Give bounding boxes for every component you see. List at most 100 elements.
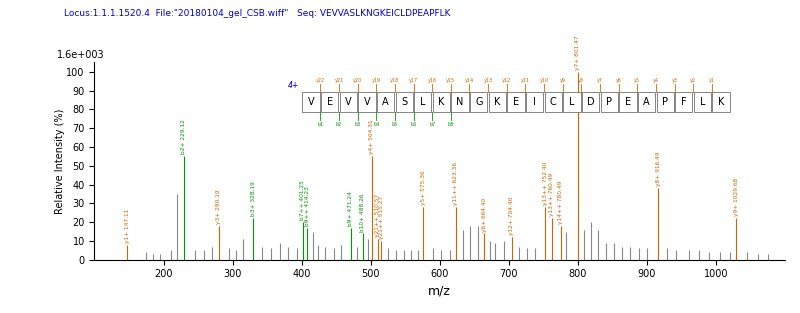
FancyBboxPatch shape <box>657 92 674 112</box>
Text: A: A <box>382 97 389 107</box>
Text: P: P <box>662 97 668 107</box>
Text: b3: b3 <box>354 121 361 126</box>
Text: A: A <box>643 97 650 107</box>
Text: y9: y9 <box>560 78 566 83</box>
Text: b9++ 414.23: b9++ 414.23 <box>305 186 310 226</box>
Text: y3: y3 <box>671 78 678 83</box>
Text: y14++ 780.49: y14++ 780.49 <box>558 181 563 224</box>
Text: y4: y4 <box>653 78 659 83</box>
Text: b1: b1 <box>317 121 323 126</box>
Text: y19: y19 <box>372 78 381 83</box>
Text: E: E <box>513 97 519 107</box>
FancyBboxPatch shape <box>414 92 431 112</box>
FancyBboxPatch shape <box>358 92 375 112</box>
Text: y18: y18 <box>390 78 399 83</box>
Y-axis label: Relative Intensity (%): Relative Intensity (%) <box>55 108 65 214</box>
Text: y7: y7 <box>597 78 603 83</box>
Text: y8: y8 <box>578 78 584 83</box>
X-axis label: m/z: m/z <box>428 285 451 298</box>
Text: y16: y16 <box>427 78 437 83</box>
FancyBboxPatch shape <box>302 92 319 112</box>
Text: C: C <box>550 97 557 107</box>
Text: L: L <box>700 97 706 107</box>
Text: b9+ 471.24: b9+ 471.24 <box>348 191 354 226</box>
Text: b10+ 488.26: b10+ 488.26 <box>360 193 365 232</box>
FancyBboxPatch shape <box>675 92 693 112</box>
Text: y6+ 664.40: y6+ 664.40 <box>482 197 486 232</box>
Text: y15: y15 <box>446 78 455 83</box>
Text: y13++ 752.40: y13++ 752.40 <box>542 162 547 205</box>
FancyBboxPatch shape <box>582 92 599 112</box>
Text: y21++ 510.57: y21++ 510.57 <box>375 194 380 237</box>
Text: y1: y1 <box>709 78 715 83</box>
Text: b2+ 229.12: b2+ 229.12 <box>181 120 186 154</box>
Text: K: K <box>494 97 501 107</box>
FancyBboxPatch shape <box>638 92 655 112</box>
Text: y13++ 760.49: y13++ 760.49 <box>550 173 554 217</box>
FancyBboxPatch shape <box>395 92 413 112</box>
Text: K: K <box>718 97 724 107</box>
Text: E: E <box>326 97 333 107</box>
FancyBboxPatch shape <box>470 92 487 112</box>
Text: y22: y22 <box>316 78 325 83</box>
Text: y2: y2 <box>690 78 696 83</box>
FancyBboxPatch shape <box>694 92 711 112</box>
Text: b3+ 328.19: b3+ 328.19 <box>251 182 256 217</box>
Text: y5: y5 <box>634 78 640 83</box>
Text: b7++ 401.25: b7++ 401.25 <box>300 180 305 220</box>
Text: b6: b6 <box>410 121 417 126</box>
Text: D: D <box>587 97 594 107</box>
FancyBboxPatch shape <box>433 92 450 112</box>
Text: y11++ 623.36: y11++ 623.36 <box>454 162 458 205</box>
FancyBboxPatch shape <box>340 92 357 112</box>
Text: b2: b2 <box>336 121 342 126</box>
Text: y6: y6 <box>615 78 622 83</box>
Text: V: V <box>363 97 370 107</box>
Text: y7+ 801.47: y7+ 801.47 <box>575 35 580 70</box>
Text: I: I <box>534 97 536 107</box>
Text: E: E <box>625 97 631 107</box>
Text: y21: y21 <box>334 78 343 83</box>
Text: G: G <box>475 97 482 107</box>
Text: 1.6e+003: 1.6e+003 <box>57 50 104 60</box>
Text: N: N <box>457 97 464 107</box>
Text: S: S <box>401 97 407 107</box>
Text: b5: b5 <box>392 121 398 126</box>
Text: y10: y10 <box>539 78 549 83</box>
FancyBboxPatch shape <box>601 92 618 112</box>
FancyBboxPatch shape <box>563 92 581 112</box>
Text: Locus:1.1.1.1520.4  File:"20180104_gel_CSB.wiff"   Seq: VEVVASLKNGKEICLDPEAPFLK: Locus:1.1.1.1520.4 File:"20180104_gel_CS… <box>64 9 450 18</box>
Text: P: P <box>606 97 612 107</box>
Text: L: L <box>570 97 574 107</box>
Text: b7: b7 <box>429 121 435 126</box>
Text: y17: y17 <box>409 78 418 83</box>
Text: L: L <box>420 97 426 107</box>
Text: y14: y14 <box>465 78 474 83</box>
Text: V: V <box>308 97 314 107</box>
FancyBboxPatch shape <box>713 92 730 112</box>
Text: y3+ 290.19: y3+ 290.19 <box>217 189 222 224</box>
Text: y5+ 575.36: y5+ 575.36 <box>421 171 426 205</box>
Text: y13: y13 <box>483 78 493 83</box>
FancyBboxPatch shape <box>526 92 543 112</box>
FancyBboxPatch shape <box>489 92 506 112</box>
Text: 4+: 4+ <box>288 81 299 90</box>
Text: y20: y20 <box>353 78 362 83</box>
Text: y21++ 515.27: y21++ 515.27 <box>378 196 384 239</box>
Text: y9+ 1029.68: y9+ 1029.68 <box>734 178 739 217</box>
Text: b4: b4 <box>373 121 379 126</box>
FancyBboxPatch shape <box>619 92 637 112</box>
Text: y12+ 704.40: y12+ 704.40 <box>510 197 514 235</box>
Text: F: F <box>681 97 686 107</box>
FancyBboxPatch shape <box>545 92 562 112</box>
Text: y1+ 147.11: y1+ 147.11 <box>125 208 130 243</box>
FancyBboxPatch shape <box>507 92 525 112</box>
FancyBboxPatch shape <box>451 92 469 112</box>
Text: y12: y12 <box>502 78 511 83</box>
FancyBboxPatch shape <box>377 92 394 112</box>
Text: b8: b8 <box>448 121 454 126</box>
Text: y11: y11 <box>521 78 530 83</box>
Text: K: K <box>438 97 445 107</box>
FancyBboxPatch shape <box>321 92 338 112</box>
Text: y8+ 916.49: y8+ 916.49 <box>656 152 661 187</box>
